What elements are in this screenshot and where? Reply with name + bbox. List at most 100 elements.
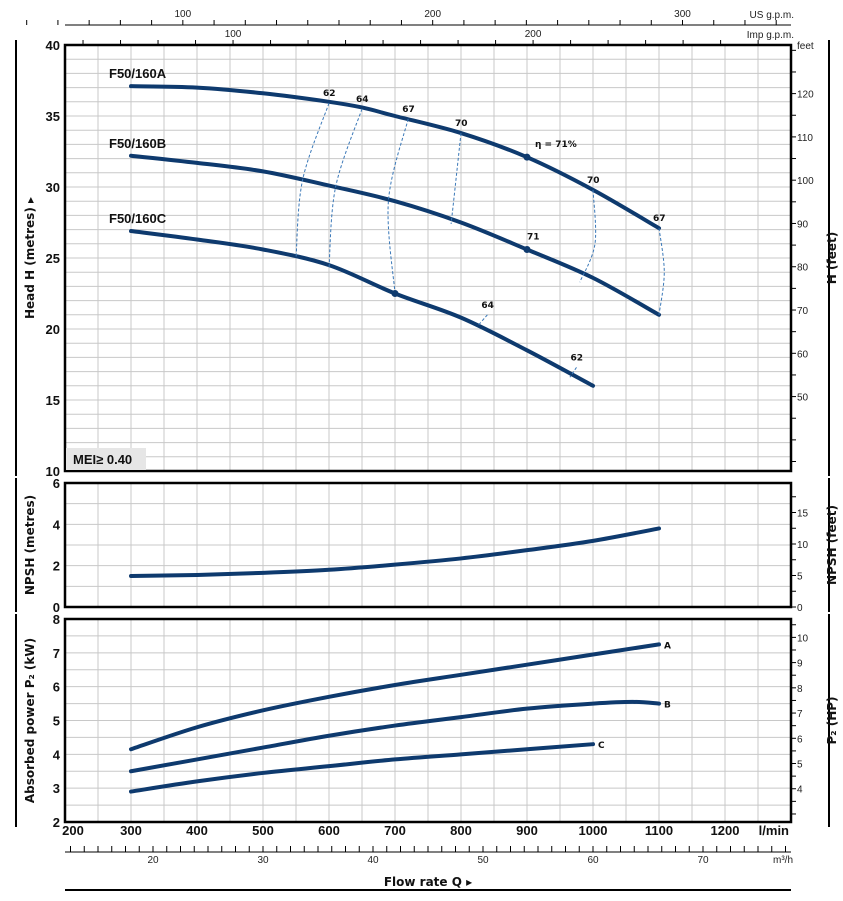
efficiency-line bbox=[450, 132, 462, 224]
y2-tick-label: 9 bbox=[797, 659, 803, 670]
y2-tick-label: 10 bbox=[797, 540, 809, 551]
y2-tick-label: 5 bbox=[797, 572, 803, 583]
y-tick-label: 2 bbox=[53, 815, 60, 830]
y2-tick-label: 15 bbox=[797, 509, 809, 520]
y-tick-label: 10 bbox=[46, 464, 60, 479]
y2-unit-label: feet bbox=[797, 41, 814, 52]
x-tick-label: 1100 bbox=[645, 823, 673, 838]
panel-0: 101520253035405060708090100110120feetHea… bbox=[15, 9, 839, 891]
y2-tick-label: 70 bbox=[797, 306, 809, 317]
y2-tick-label: 5 bbox=[797, 760, 803, 771]
panel-1: 0 2 4 6 0 5 10 15 NPSH (metres) NPSH (feet) bbox=[15, 476, 839, 615]
panel-2: 2 3 4 5 6 7 8 4 5 6 7 8 9 10 Absorbed power P₂ (kW) P₂ … bbox=[15, 612, 839, 830]
y2-axis-title: NPSH (feet) bbox=[825, 505, 839, 585]
x-tick-label: 600 bbox=[318, 823, 340, 838]
y-tick-label: 7 bbox=[53, 646, 60, 661]
y2-tick-label: 10 bbox=[797, 633, 809, 644]
m3h-label: 30 bbox=[257, 855, 269, 866]
efficiency-label: 62 bbox=[571, 353, 584, 363]
y-tick-label: 4 bbox=[53, 747, 61, 762]
plot-frame bbox=[63, 481, 793, 609]
y2-tick-label: 4 bbox=[797, 785, 803, 796]
curve-b bbox=[129, 699, 661, 774]
efficiency-label: 62 bbox=[323, 89, 336, 99]
m3h-unit: m³/h bbox=[773, 855, 793, 866]
curve-a bbox=[129, 642, 661, 752]
curve-label: C bbox=[598, 741, 605, 751]
y2-tick-label: 0 bbox=[797, 603, 803, 614]
imp-gpm-unit: Imp g.p.m. bbox=[747, 30, 794, 41]
x-tick-label: 200 bbox=[62, 823, 84, 838]
efficiency-line bbox=[295, 103, 330, 259]
m3h-label: 50 bbox=[477, 855, 489, 866]
y2-tick-label: 50 bbox=[797, 393, 809, 404]
efficiency-point bbox=[523, 153, 531, 161]
y2-tick-label: 8 bbox=[797, 684, 803, 695]
y2-tick-label: 7 bbox=[797, 709, 803, 720]
efficiency-point bbox=[391, 290, 399, 297]
y-axis-title: Absorbed power P₂ (kW) bbox=[23, 638, 37, 803]
efficiency-line bbox=[477, 314, 488, 327]
efficiency-line bbox=[579, 189, 597, 283]
y-tick-label: 6 bbox=[53, 476, 60, 491]
y-tick-label: 4 bbox=[53, 517, 61, 532]
curve-f50160a bbox=[129, 84, 661, 231]
y-tick-label: 6 bbox=[53, 680, 60, 695]
y-tick-label: 3 bbox=[53, 781, 60, 796]
efficiency-label: 70 bbox=[455, 119, 468, 129]
x-tick-label: 700 bbox=[384, 823, 406, 838]
curve-label: F50/160C bbox=[109, 211, 167, 226]
y-axis-title: Head H (metres) ▸ bbox=[23, 197, 37, 319]
y2-tick-label: 60 bbox=[797, 349, 809, 360]
m3h-label: 70 bbox=[697, 855, 709, 866]
curve-label: B bbox=[664, 701, 671, 711]
curve-c bbox=[129, 742, 595, 794]
us-gpm-label: 300 bbox=[674, 9, 691, 20]
y2-tick-label: 90 bbox=[797, 219, 809, 230]
curve-f50160b bbox=[129, 153, 661, 317]
m3h-label: 40 bbox=[367, 855, 379, 866]
mei-box bbox=[66, 448, 146, 470]
y-tick-label: 35 bbox=[46, 109, 60, 124]
curve-npsh bbox=[129, 526, 661, 578]
efficiency-line bbox=[569, 367, 577, 378]
curve-f50160c bbox=[129, 229, 595, 388]
m3h-label: 20 bbox=[147, 855, 159, 866]
x-tick-label: 500 bbox=[252, 823, 274, 838]
y2-tick-label: 110 bbox=[797, 133, 813, 144]
y-tick-label: 0 bbox=[53, 600, 60, 615]
y-tick-label: 20 bbox=[46, 322, 60, 337]
y-tick-label: 15 bbox=[46, 393, 60, 408]
y-axis-title: NPSH (metres) bbox=[23, 495, 37, 595]
curve-label: A bbox=[664, 641, 671, 651]
plot-frame bbox=[63, 43, 793, 473]
imp-gpm-label: 200 bbox=[525, 29, 542, 40]
x-tick-label: 900 bbox=[516, 823, 538, 838]
efficiency-line bbox=[658, 228, 665, 315]
plot-frame bbox=[63, 617, 793, 824]
efficiency-label: 64 bbox=[356, 95, 369, 105]
efficiency-point bbox=[523, 245, 531, 253]
curve-label: F50/160A bbox=[109, 66, 167, 81]
mei-label: MEI≥ 0.40 bbox=[73, 452, 132, 467]
y-tick-label: 40 bbox=[46, 38, 60, 53]
efficiency-point-label: η = 71% bbox=[535, 140, 577, 150]
efficiency-label: 70 bbox=[587, 176, 600, 186]
efficiency-label: 67 bbox=[402, 105, 415, 115]
efficiency-label: 67 bbox=[653, 214, 666, 224]
us-gpm-label: 200 bbox=[424, 9, 441, 20]
x-tick-label: 800 bbox=[450, 823, 472, 838]
x-unit-label: l/min bbox=[759, 823, 789, 838]
y2-tick-label: 80 bbox=[797, 263, 809, 274]
y2-axis-title: P₂ (HP) bbox=[825, 696, 839, 744]
y-tick-label: 2 bbox=[53, 559, 60, 574]
us-gpm-label: 100 bbox=[174, 9, 191, 20]
y2-tick-label: 120 bbox=[797, 90, 814, 101]
y-tick-label: 30 bbox=[46, 180, 60, 195]
efficiency-line bbox=[328, 108, 363, 268]
efficiency-label: 64 bbox=[481, 301, 494, 311]
m3h-label: 60 bbox=[587, 855, 599, 866]
y-tick-label: 5 bbox=[53, 714, 60, 729]
x-tick-label: 400 bbox=[186, 823, 208, 838]
